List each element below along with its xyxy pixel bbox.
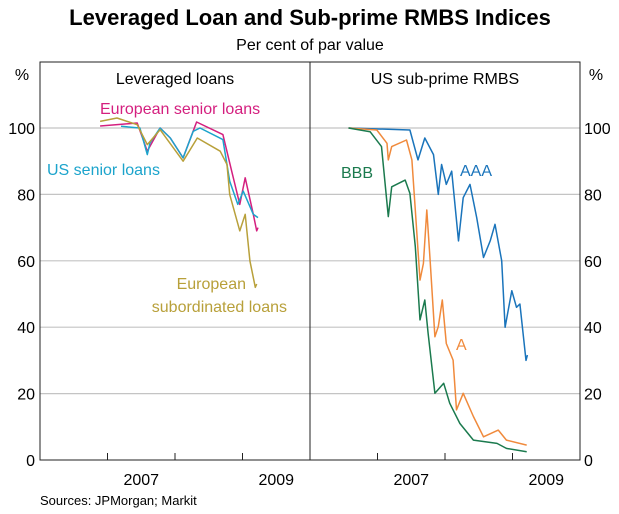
- y-tick-label-right: 80: [584, 187, 602, 204]
- axes: 0 20 40 60 80 100 2007 2009 0 20 40 60 80 100 2007 2009: [8, 121, 611, 489]
- y-tick-label-right: 60: [584, 254, 602, 271]
- y-tick-label-left: 40: [17, 320, 35, 337]
- label-bbb: BBB: [341, 165, 373, 182]
- gridlines: [40, 127, 580, 395]
- series-line-european-subordinated-loans: [99, 117, 258, 289]
- series-line-a: [348, 127, 527, 446]
- label-aaa: AAA: [460, 163, 492, 180]
- y-tick-label-right: 0: [584, 453, 593, 470]
- y-tick-label-left: 100: [8, 121, 35, 138]
- source-note: Sources: JPMorgan; Markit: [40, 493, 197, 508]
- chart-subtitle: Per cent of par value: [236, 37, 384, 54]
- y-tick-label-right: 40: [584, 320, 602, 337]
- y-tick-label-right: 20: [584, 387, 602, 404]
- x-tick-label: 2007: [393, 472, 429, 489]
- y-tick-label-left: 80: [17, 187, 35, 204]
- y-tick-label-left: 20: [17, 387, 35, 404]
- y-unit-right: %: [589, 67, 603, 84]
- x-tick-label: 2007: [123, 472, 159, 489]
- y-tick-label-left: 60: [17, 254, 35, 271]
- y-unit-left: %: [15, 67, 29, 84]
- label-a: A: [456, 337, 467, 354]
- label-european-sub-1: European: [177, 276, 246, 293]
- y-tick-label-right: 100: [584, 121, 611, 138]
- chart-title: Leveraged Loan and Sub-prime RMBS Indice…: [69, 5, 551, 30]
- series-line-aaa: [348, 127, 529, 362]
- x-tick-label: 2009: [528, 472, 564, 489]
- label-european-sub-2: subordinated loans: [152, 299, 287, 316]
- y-tick-label-left: 0: [26, 453, 35, 470]
- series-line-us-senior-loans: [120, 125, 259, 219]
- panel-title-left: Leveraged loans: [116, 71, 234, 88]
- label-us-senior: US senior loans: [47, 162, 160, 179]
- series-lines: [99, 117, 529, 453]
- panel-title-right: US sub-prime RMBS: [371, 71, 519, 88]
- label-european-senior: European senior loans: [100, 101, 260, 118]
- series-line-bbb: [348, 127, 527, 453]
- x-tick-label: 2009: [258, 472, 294, 489]
